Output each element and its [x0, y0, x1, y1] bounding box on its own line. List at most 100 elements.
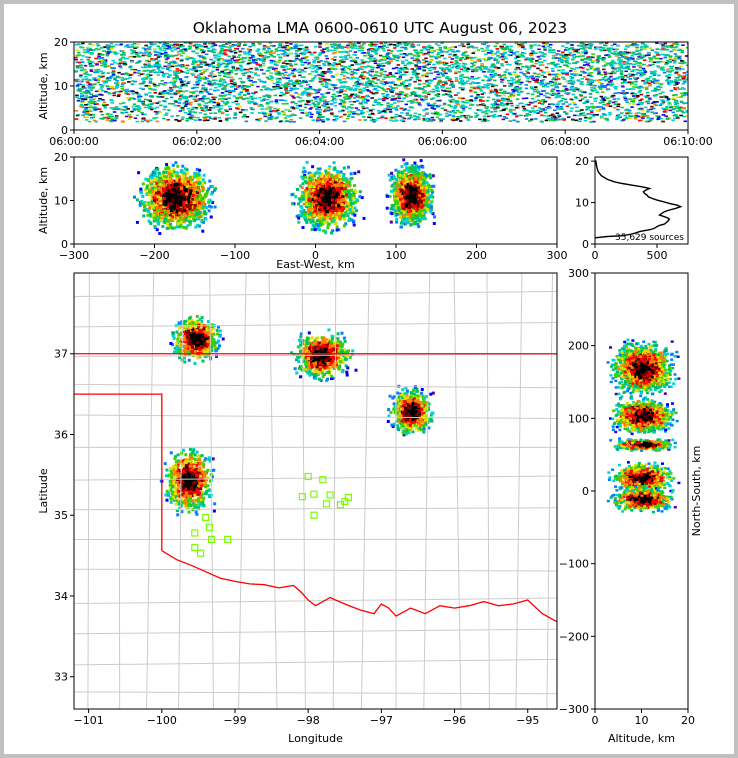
- source-point: [146, 73, 150, 76]
- source-point: [276, 109, 280, 112]
- source-point: [525, 57, 530, 59]
- source-point: [511, 89, 515, 91]
- source-point: [269, 110, 273, 113]
- source-point: [383, 76, 387, 78]
- source-point: [561, 54, 566, 57]
- source-point: [141, 88, 145, 90]
- source-point: [456, 116, 460, 118]
- source-point: [519, 53, 523, 56]
- source-point: [626, 65, 630, 68]
- source-point: [149, 108, 154, 111]
- source-point: [268, 42, 273, 44]
- source-point: [518, 68, 523, 71]
- source-point: [492, 57, 497, 60]
- source-point: [197, 59, 202, 62]
- source-point: [570, 88, 574, 91]
- source-point: [218, 80, 222, 83]
- source-point: [376, 79, 380, 81]
- source-point: [238, 54, 242, 56]
- source-point: [189, 68, 193, 70]
- source-point: [531, 77, 535, 79]
- source-point: [238, 96, 243, 99]
- source-point: [491, 115, 495, 118]
- source-point: [644, 120, 649, 123]
- source-point: [373, 87, 378, 90]
- source-point: [572, 81, 576, 84]
- source-point: [326, 61, 330, 64]
- source-point: [191, 92, 195, 94]
- source-point: [663, 109, 667, 111]
- source-point: [406, 88, 411, 90]
- source-point: [535, 109, 540, 112]
- source-point: [540, 54, 545, 57]
- source-point: [399, 119, 404, 122]
- source-point: [556, 103, 560, 105]
- source-point: [75, 65, 80, 67]
- source-point: [601, 47, 606, 49]
- source-point: [147, 75, 151, 78]
- source-point: [357, 79, 361, 81]
- source-point: [407, 117, 411, 120]
- source-point: [292, 68, 297, 70]
- source-point: [325, 48, 329, 50]
- source-point: [291, 83, 295, 86]
- source-point: [401, 120, 406, 123]
- source-point: [305, 114, 309, 117]
- source-point: [211, 76, 215, 78]
- source-point: [202, 50, 206, 52]
- source-point: [486, 84, 490, 87]
- source-point: [335, 95, 339, 97]
- source-point: [197, 103, 201, 105]
- source-point: [436, 90, 440, 92]
- source-point: [232, 50, 237, 52]
- source-point: [121, 102, 126, 104]
- source-point: [141, 47, 146, 49]
- source-point: [675, 110, 680, 112]
- source-point: [461, 87, 465, 89]
- source-point: [370, 97, 374, 99]
- source-point: [498, 89, 503, 91]
- source-point: [385, 53, 390, 55]
- source-point: [334, 68, 338, 70]
- source-point: [325, 103, 329, 105]
- source-point: [586, 80, 590, 83]
- source-point: [446, 110, 450, 113]
- source-point: [220, 70, 225, 73]
- source-point: [198, 79, 202, 82]
- source-point: [511, 81, 516, 84]
- source-point: [492, 98, 496, 101]
- source-point: [366, 52, 370, 55]
- source-point: [320, 49, 324, 52]
- source-point: [140, 120, 145, 123]
- source-point: [312, 61, 316, 63]
- source-point: [515, 98, 520, 100]
- source-point: [224, 60, 229, 62]
- source-point: [284, 60, 288, 62]
- source-point: [431, 106, 435, 108]
- source-point: [314, 69, 318, 72]
- source-point: [440, 81, 445, 83]
- source-point: [668, 71, 672, 73]
- source-point: [585, 101, 590, 103]
- source-point: [478, 99, 483, 101]
- source-point: [439, 119, 443, 122]
- source-point: [225, 101, 230, 104]
- source-point: [268, 51, 273, 54]
- source-point: [258, 117, 263, 120]
- source-point: [583, 52, 588, 55]
- source-point: [539, 120, 544, 123]
- source-point: [391, 89, 395, 92]
- source-point: [350, 107, 354, 109]
- source-point: [425, 64, 429, 66]
- source-point: [554, 78, 558, 81]
- source-point: [251, 92, 255, 94]
- source-point: [472, 82, 477, 84]
- source-point: [256, 42, 261, 44]
- source-point: [370, 112, 375, 115]
- source-point: [318, 80, 322, 83]
- source-point: [419, 49, 424, 52]
- source-point: [438, 47, 443, 49]
- source-point: [85, 89, 89, 92]
- source-point: [641, 109, 645, 112]
- source-point: [541, 45, 546, 48]
